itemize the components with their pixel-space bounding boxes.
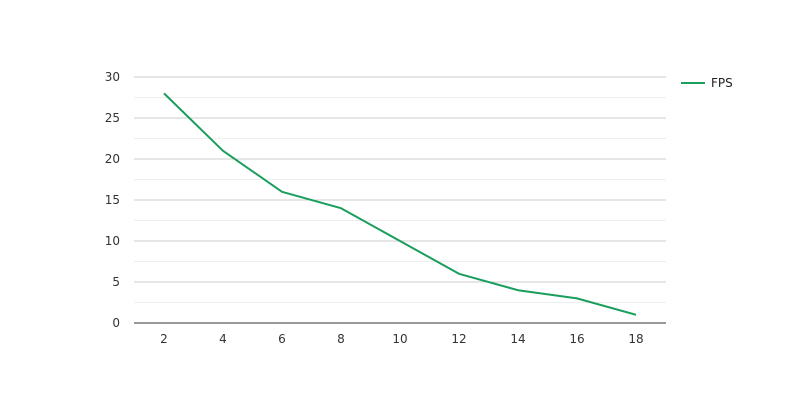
y-tick-label: 0 xyxy=(112,316,120,330)
x-tick-label: 6 xyxy=(278,332,286,346)
legend: FPS xyxy=(681,76,733,90)
series-layer xyxy=(163,92,637,316)
y-tick-label: 5 xyxy=(112,275,120,289)
x-tick-label: 14 xyxy=(510,332,525,346)
y-tick-label: 20 xyxy=(105,152,120,166)
x-tick-label: 16 xyxy=(569,332,584,346)
y-tick-label: 15 xyxy=(105,193,120,207)
y-tick-label: 30 xyxy=(105,70,120,84)
x-tick-label: 18 xyxy=(628,332,643,346)
y-tick-label: 10 xyxy=(105,234,120,248)
x-tick-label: 8 xyxy=(337,332,345,346)
x-tick-label: 12 xyxy=(451,332,466,346)
y-tick-label: 25 xyxy=(105,111,120,125)
tick-label-layer: 0 5 10 15 20 25 30 2 4 6 8 10 12 14 16 18 xyxy=(105,70,644,346)
x-tick-label: 10 xyxy=(392,332,407,346)
x-tick-label: 4 xyxy=(219,332,227,346)
grid-layer xyxy=(134,76,666,303)
legend-label: FPS xyxy=(711,76,733,90)
x-tick-label: 2 xyxy=(160,332,168,346)
